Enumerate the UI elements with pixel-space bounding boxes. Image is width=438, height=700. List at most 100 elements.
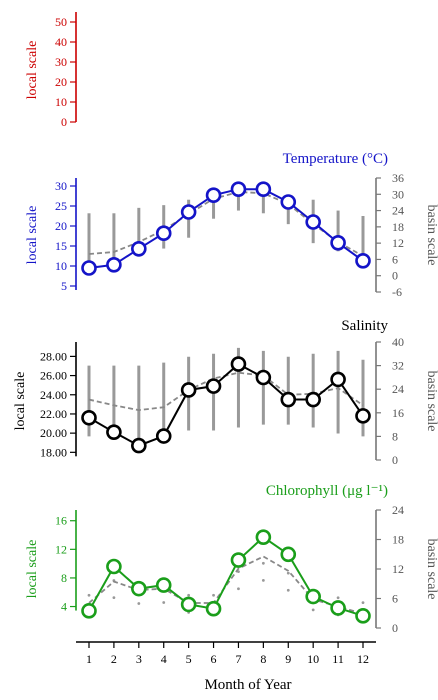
basin-sample-dot-chlorophyll [261, 579, 265, 582]
left-tick-label-empty: 10 [55, 95, 67, 109]
left-tick-label-chlorophyll: 16 [55, 514, 67, 528]
x-tick-label: 2 [111, 652, 117, 666]
local-point-salinity [230, 356, 247, 372]
left-tick-label-temperature: 25 [55, 199, 67, 213]
panel-empty: 0 10 20 30 40 50 local scale [25, 12, 77, 129]
panel-temperature: 5 10 15 20 25 30 local scale Temperature (°C) -6… [25, 151, 438, 299]
x-tick-label: 8 [260, 652, 266, 666]
x-tick-label: 11 [332, 652, 344, 666]
x-axis-label: Month of Year [204, 677, 291, 693]
left-tick-label-salinity: 18.00 [40, 445, 67, 459]
x-tick-label: 6 [211, 652, 217, 666]
left-tick-label-chlorophyll: 8 [61, 571, 67, 585]
right-tick-label-chlorophyll: 18 [392, 533, 404, 547]
local-point-salinity [205, 378, 222, 394]
basin-sample-dot-chlorophyll [361, 601, 365, 605]
local-point-temperature [180, 204, 197, 220]
basin-sample-dot-chlorophyll [286, 571, 290, 575]
left-tick-label-empty: 0 [61, 115, 67, 129]
local-point-salinity [155, 428, 172, 444]
basin-sample-dot-chlorophyll [162, 601, 166, 604]
left-tick-label-empty: 50 [55, 15, 67, 29]
right-tick-label-chlorophyll: 0 [392, 621, 398, 635]
left-tick-label-empty: 40 [55, 35, 67, 49]
left-tick-label-chlorophyll: 4 [61, 600, 67, 614]
right-tick-label-temperature: 6 [392, 252, 398, 266]
x-tick-label: 5 [186, 652, 192, 666]
basin-sample-dot-chlorophyll [137, 602, 141, 605]
local-point-chlorophyll [131, 580, 147, 597]
local-point-salinity [355, 408, 371, 424]
x-axis: 1 2 3 4 5 6 7 8 9 10 11 12 [76, 641, 376, 666]
local-point-temperature [81, 260, 97, 276]
local-point-chlorophyll [205, 600, 222, 617]
local-scale-label-temperature: local scale [25, 206, 40, 265]
left-tick-label-temperature: 20 [55, 219, 67, 233]
local-line-temperature [88, 188, 364, 269]
right-tick-label-temperature: 18 [392, 220, 404, 234]
local-point-chlorophyll [355, 608, 371, 624]
local-point-temperature [330, 235, 346, 251]
left-tick-label-temperature: 10 [55, 259, 67, 273]
local-point-temperature [305, 214, 321, 230]
local-point-temperature [205, 187, 222, 203]
left-tick-label-salinity: 28.00 [40, 349, 67, 363]
right-tick-label-salinity: 16 [392, 406, 404, 420]
local-point-temperature [106, 256, 122, 273]
left-tick-label-temperature: 30 [55, 179, 67, 193]
local-point-temperature [280, 194, 297, 210]
local-point-temperature [230, 181, 247, 197]
left-tick-label-empty: 20 [55, 75, 67, 89]
panel-salinity: 18.00 20.00 22.00 24.00 26.00 28.00 local scal… [13, 318, 438, 467]
basin-scale-label-chlorophyll: basin scale [424, 538, 438, 599]
panel-title-chlorophyll: Chlorophyll (μg l⁻¹) [266, 483, 388, 499]
local-point-salinity [330, 371, 346, 388]
local-point-chlorophyll [81, 603, 97, 619]
right-tick-label-temperature: 0 [392, 269, 398, 283]
basin-sample-dot-chlorophyll [286, 588, 290, 592]
right-tick-label-salinity: 0 [392, 453, 398, 467]
left-tick-label-empty: 30 [55, 55, 67, 69]
local-line-salinity [88, 362, 364, 447]
local-line-chlorophyll [88, 535, 364, 617]
left-tick-label-salinity: 22.00 [40, 407, 67, 421]
basin-sample-dot-chlorophyll [311, 608, 315, 612]
right-tick-label-salinity: 8 [392, 429, 398, 443]
left-tick-label-temperature: 5 [61, 279, 67, 293]
local-point-salinity [180, 382, 197, 398]
x-tick-label: 9 [285, 652, 291, 666]
local-point-temperature [255, 181, 272, 197]
x-tick-label: 4 [161, 652, 167, 666]
local-point-temperature [131, 241, 147, 257]
left-tick-label-salinity: 20.00 [40, 426, 67, 440]
local-point-chlorophyll [255, 529, 272, 545]
local-scale-label-empty: local scale [25, 41, 40, 100]
right-tick-label-temperature: 24 [392, 204, 404, 218]
right-tick-label-temperature: 12 [392, 236, 404, 250]
right-tick-label-salinity: 40 [392, 335, 404, 349]
x-tick-label: 1 [86, 652, 92, 666]
basin-scale-label-temperature: basin scale [424, 204, 438, 265]
local-point-temperature [155, 225, 172, 241]
basin-sample-dot-chlorophyll [212, 593, 215, 597]
panel-chlorophyll: 4 8 12 16 local scale Chlorophyll (μg l⁻¹) 0 6 1… [25, 483, 438, 635]
panel-title-salinity: Salinity [341, 318, 388, 334]
panel-title-temperature: Temperature (°C) [283, 151, 388, 167]
left-tick-label-salinity: 24.00 [40, 388, 67, 402]
x-tick-label: 7 [235, 652, 241, 666]
right-tick-label-chlorophyll: 12 [392, 562, 404, 576]
basin-sample-dot-chlorophyll [237, 587, 240, 591]
right-tick-label-chlorophyll: 24 [392, 503, 404, 517]
x-tick-label: 10 [307, 652, 319, 666]
local-point-chlorophyll [230, 552, 247, 568]
right-tick-label-salinity: 24 [392, 382, 404, 396]
local-point-salinity [81, 409, 97, 426]
right-tick-label-temperature: 30 [392, 187, 404, 201]
local-point-salinity [106, 424, 122, 440]
x-tick-label: 3 [136, 652, 142, 666]
left-tick-label-temperature: 15 [55, 239, 67, 253]
local-point-chlorophyll [155, 577, 172, 593]
basin-scale-label-salinity: basin scale [424, 370, 438, 431]
